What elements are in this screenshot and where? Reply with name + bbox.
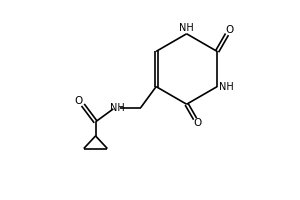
Text: O: O bbox=[74, 96, 83, 106]
Text: NH: NH bbox=[219, 82, 233, 92]
Text: NH: NH bbox=[179, 23, 194, 33]
Text: O: O bbox=[225, 25, 233, 35]
Text: O: O bbox=[194, 118, 202, 128]
Text: NH: NH bbox=[110, 103, 124, 113]
